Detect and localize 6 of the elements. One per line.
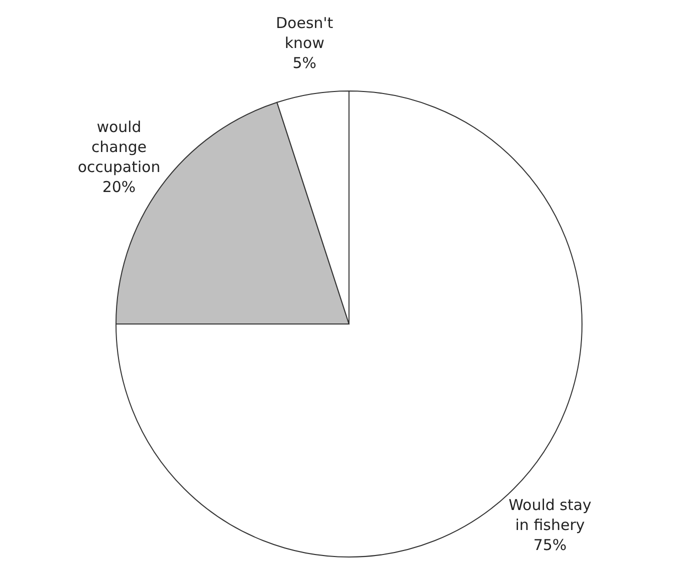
data-label: 75%: [533, 536, 567, 554]
slice-label: would change occupation: [78, 118, 160, 176]
data-label: 20%: [102, 178, 136, 196]
data-label: 5%: [292, 54, 316, 72]
slice-label: Doesn't know: [276, 14, 334, 52]
slice-label: Would stay in fishery: [508, 496, 592, 534]
